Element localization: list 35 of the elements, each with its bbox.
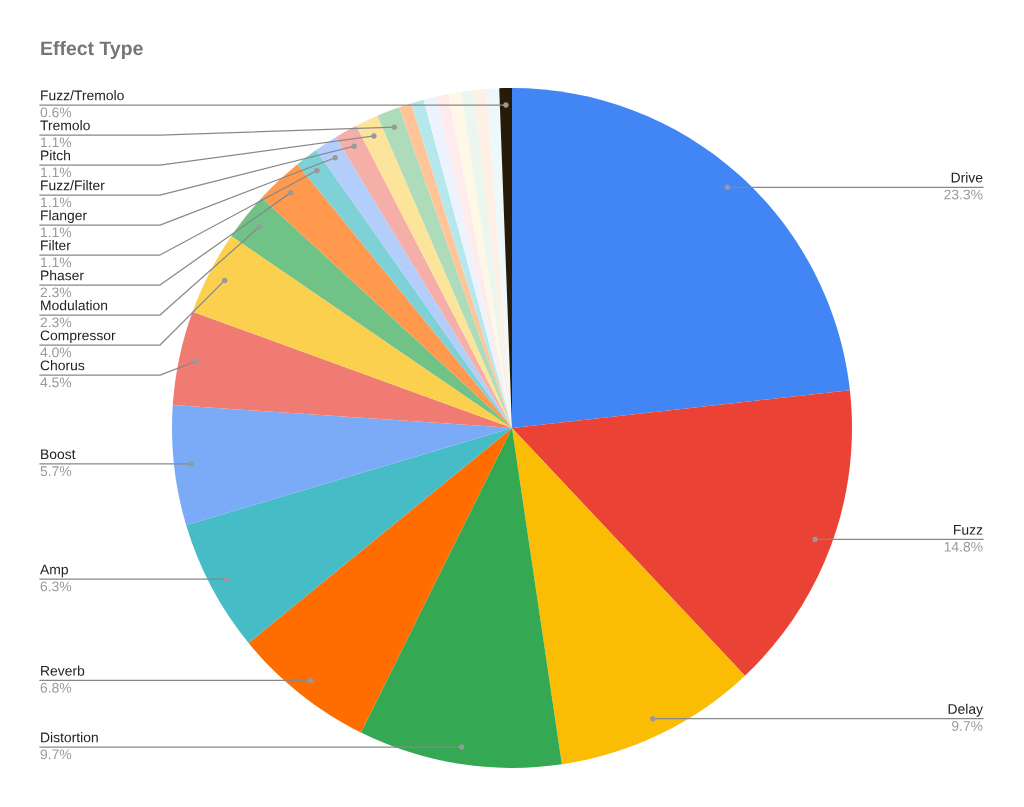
data-label: 6.8% (40, 682, 72, 693)
data-label: 23.3% (944, 189, 983, 200)
data-label: 1.1% (41, 227, 72, 238)
data-label: 9.7% (952, 721, 983, 731)
slice-label: Drive (951, 172, 983, 183)
data-label: 9.7% (40, 749, 72, 760)
slice-label: Distortion (41, 732, 98, 743)
slice-label: Fuzz/Filter (41, 180, 105, 191)
slice-label: Delay (948, 703, 983, 717)
slice-label: Fuzz/Tremolo (41, 90, 124, 101)
slice-label: Compressor (40, 330, 116, 344)
data-label: 1.1% (41, 197, 72, 208)
slice-label: Chorus (40, 360, 85, 371)
data-label: 1.1% (41, 167, 72, 178)
slice-label: Boost (41, 449, 76, 460)
data-label: 0.6% (40, 107, 72, 118)
data-label: 2.3% (40, 287, 72, 298)
data-label: 4.0% (40, 347, 72, 358)
data-label: 6.3% (40, 581, 72, 592)
data-label: 2.3% (40, 317, 72, 328)
data-label: 4.5% (40, 377, 72, 388)
slice-label: Filter (41, 240, 71, 251)
data-label: 14.8% (944, 541, 983, 552)
chart-title: Effect Type (41, 40, 143, 60)
slice-label: Tremolo (40, 120, 90, 131)
data-label: 1.1% (41, 257, 72, 268)
slice-label: Phaser (41, 270, 84, 281)
slice-label: Flanger (41, 210, 87, 224)
data-label: 5.7% (40, 466, 72, 477)
slice-label: Fuzz (954, 525, 983, 535)
slice-label: Amp (40, 564, 68, 578)
slice-label: Modulation (41, 300, 108, 311)
data-label: 1.1% (41, 137, 72, 148)
slice-label: Pitch (41, 150, 70, 161)
slice-label: Reverb (41, 665, 85, 676)
